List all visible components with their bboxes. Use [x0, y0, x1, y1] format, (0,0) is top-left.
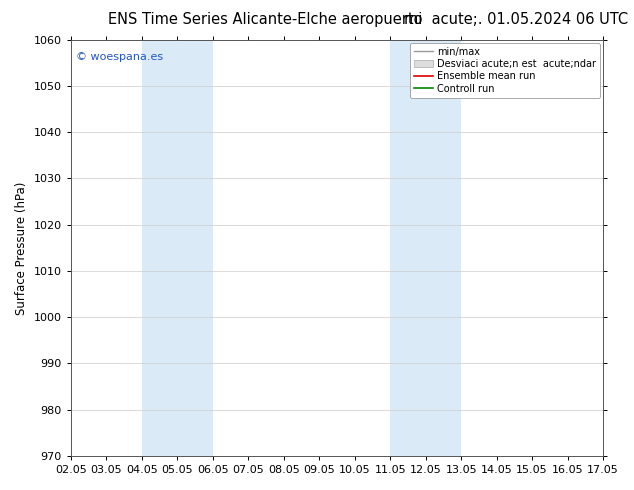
Bar	[390, 40, 461, 456]
Y-axis label: Surface Pressure (hPa): Surface Pressure (hPa)	[15, 181, 28, 315]
Text: © woespana.es: © woespana.es	[76, 52, 163, 62]
Text: ENS Time Series Alicante-Elche aeropuerto: ENS Time Series Alicante-Elche aeropuert…	[108, 12, 422, 27]
Legend: min/max, Desviaci acute;n est  acute;ndar, Ensemble mean run, Controll run: min/max, Desviaci acute;n est acute;ndar…	[410, 43, 600, 98]
Text: mi  acute;. 01.05.2024 06 UTC: mi acute;. 01.05.2024 06 UTC	[403, 12, 628, 27]
Bar	[141, 40, 212, 456]
